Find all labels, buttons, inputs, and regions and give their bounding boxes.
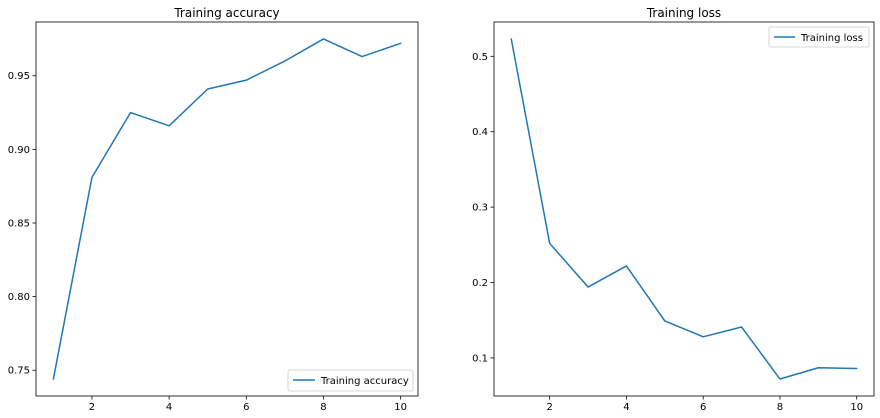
plot-frame <box>35 21 419 397</box>
x-tick-label: 8 <box>320 402 326 413</box>
mark-layer <box>510 38 858 380</box>
x-tick-label: 4 <box>623 402 629 413</box>
y-tick-label: 0.90 <box>8 145 30 156</box>
x-tick-label: 6 <box>700 402 706 413</box>
legend: Training loss <box>768 26 870 48</box>
y-tick-label: 0.75 <box>8 366 30 377</box>
x-tick-label: 8 <box>777 402 783 413</box>
loss-chart: Training loss 2 4 6 8 10 0.1 0.2 0.3 0.4 0.5 Trai… <box>472 6 875 413</box>
mark-layer <box>52 38 402 380</box>
plot-frame <box>493 21 875 397</box>
y-tick-label: 0.2 <box>472 278 488 289</box>
legend-label: Training accuracy <box>320 376 409 387</box>
chart-title: Training loss <box>646 6 721 20</box>
tick-layer: 2 4 6 8 10 0.1 0.2 0.3 0.4 0.5 <box>472 52 863 413</box>
chart-title: Training accuracy <box>173 6 279 20</box>
x-tick-label: 10 <box>394 402 407 413</box>
y-tick-label: 0.5 <box>472 52 488 63</box>
y-tick-label: 0.3 <box>472 203 488 214</box>
tick-layer: 2 4 6 8 10 0.75 0.80 0.85 0.90 0.95 <box>8 71 407 413</box>
x-tick-label: 4 <box>166 402 172 413</box>
y-tick-label: 0.80 <box>8 292 30 303</box>
y-tick-label: 0.1 <box>472 353 488 364</box>
legend-label: Training loss <box>800 33 863 44</box>
legend-box <box>287 369 414 392</box>
y-tick-label: 0.4 <box>472 127 488 138</box>
y-tick-label: 0.95 <box>8 71 30 82</box>
legend-box <box>768 26 870 48</box>
legend: Training accuracy <box>287 369 414 392</box>
y-tick-label: 0.85 <box>8 218 30 229</box>
series-line <box>510 38 858 380</box>
series-line <box>52 38 402 380</box>
x-tick-label: 2 <box>89 402 95 413</box>
accuracy-chart: Training accuracy 2 4 6 8 10 0.75 0.80 0.85 0.90… <box>8 6 419 413</box>
x-tick-label: 2 <box>546 402 552 413</box>
x-tick-label: 6 <box>243 402 249 413</box>
x-tick-label: 10 <box>850 402 863 413</box>
